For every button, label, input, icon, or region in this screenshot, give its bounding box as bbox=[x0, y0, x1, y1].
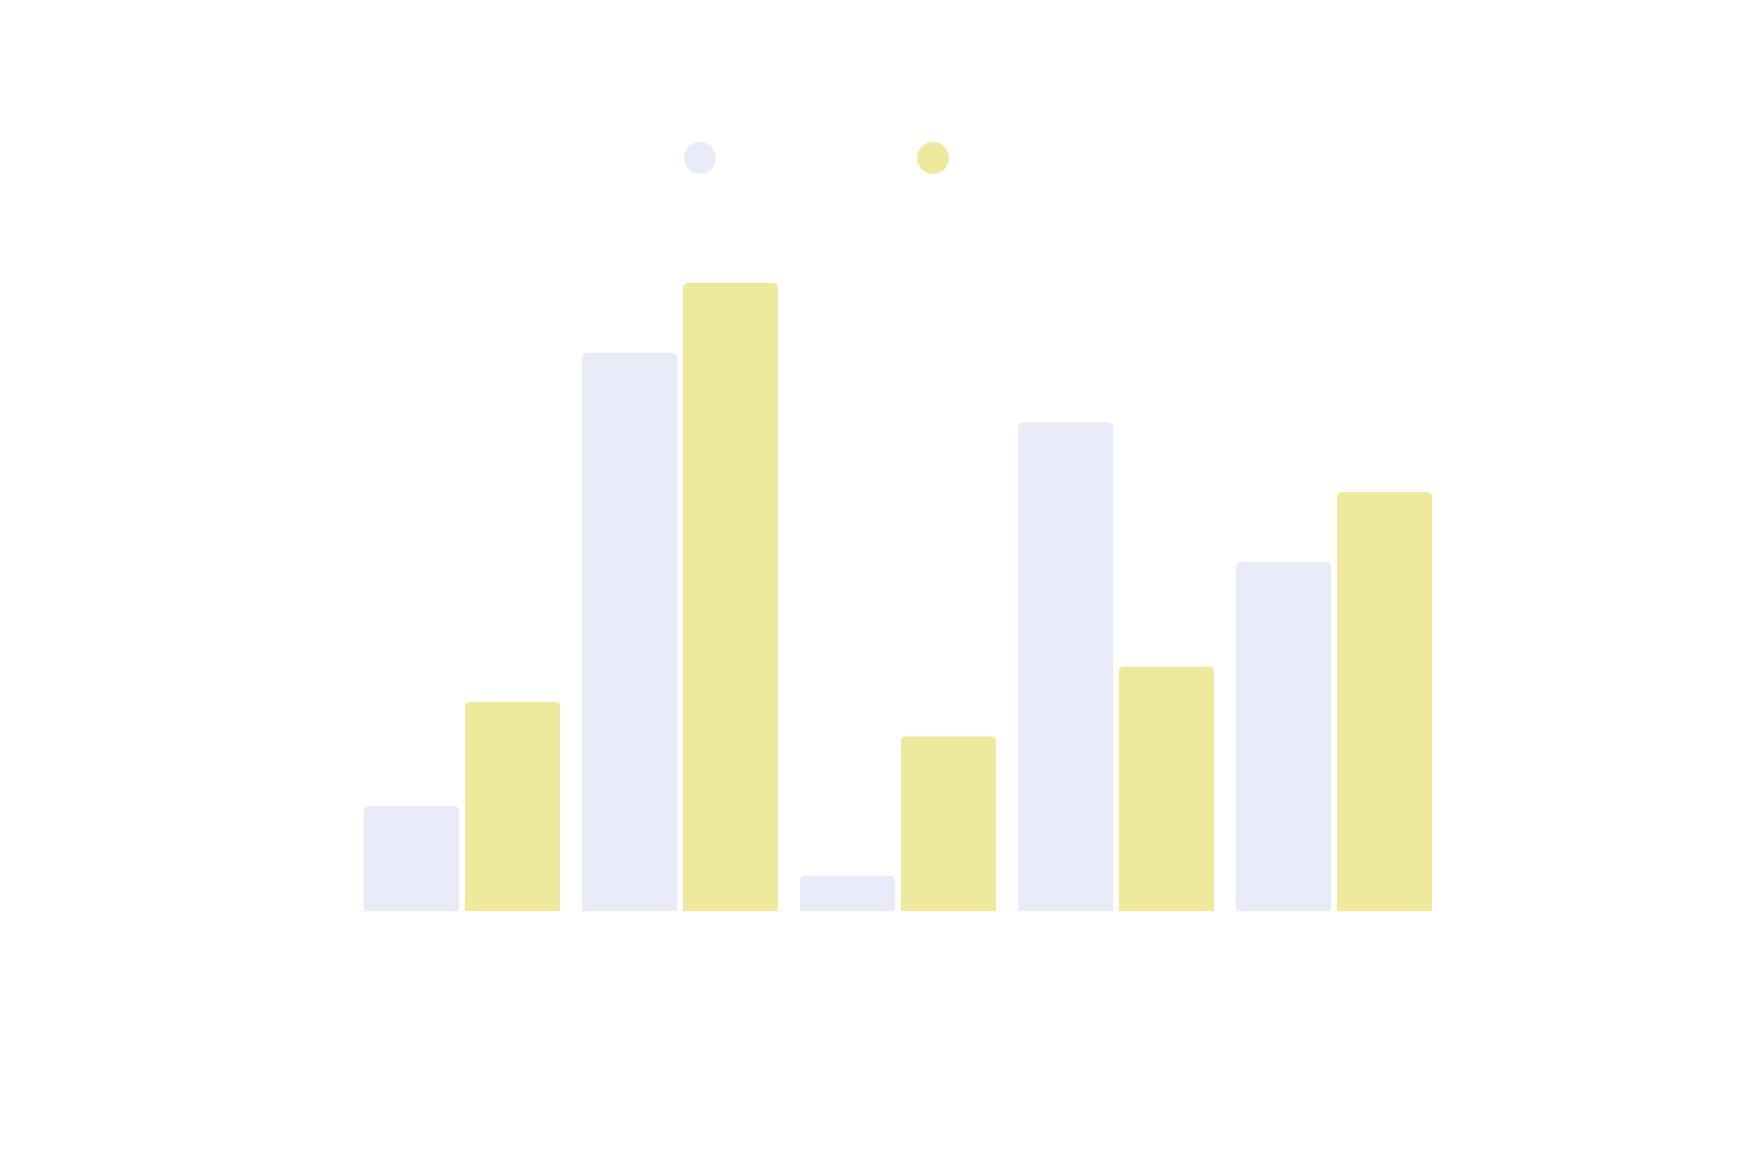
bar-series-1-group-4 bbox=[1018, 422, 1113, 911]
legend-marker-series-1[interactable] bbox=[684, 142, 716, 174]
bar-series-1-group-5 bbox=[1236, 561, 1331, 911]
bar-series-1-group-2 bbox=[582, 352, 677, 911]
bar-series-1-group-3 bbox=[800, 875, 895, 911]
bar-series-2-group-1 bbox=[465, 701, 560, 911]
bar-series-2-group-3 bbox=[901, 736, 996, 911]
plot-area bbox=[364, 283, 1432, 911]
bar-series-2-group-2 bbox=[683, 283, 778, 911]
bar-series-2-group-4 bbox=[1119, 666, 1214, 911]
bar-series-1-group-1 bbox=[364, 806, 459, 911]
legend-marker-series-2[interactable] bbox=[917, 142, 949, 174]
legend bbox=[684, 142, 949, 174]
bar-series-2-group-5 bbox=[1337, 492, 1432, 911]
